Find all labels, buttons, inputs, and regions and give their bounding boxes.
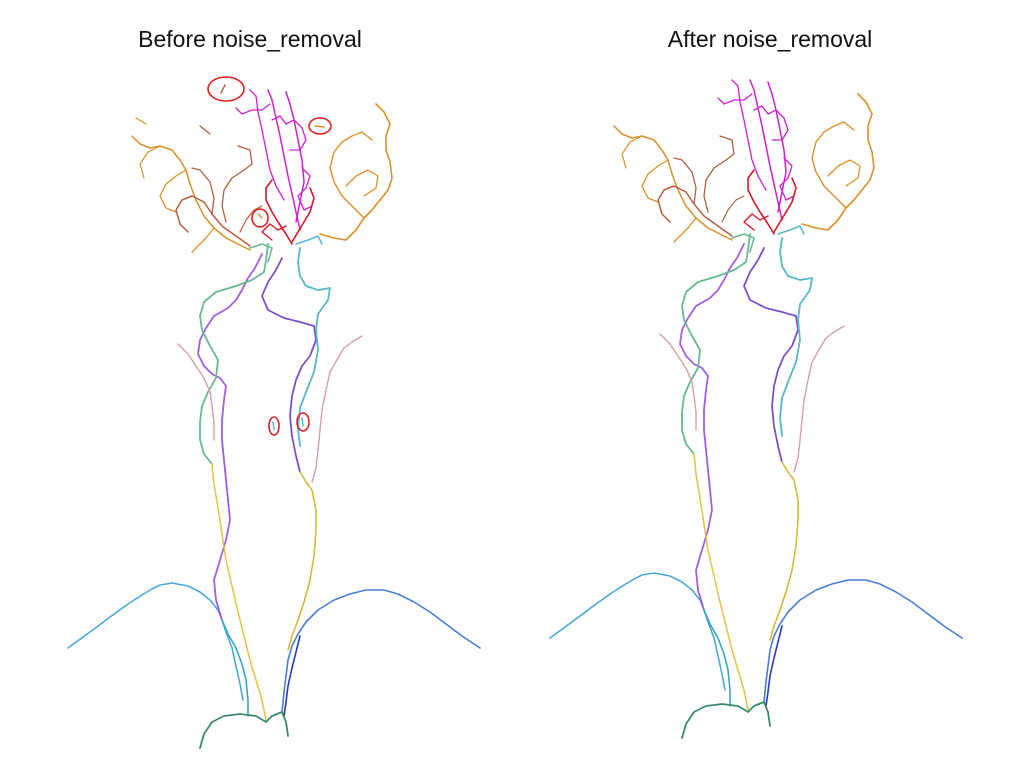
panel-title-after: After noise_removal: [667, 26, 873, 52]
panel-after: [549, 79, 963, 739]
vessel-tree-before: [67, 89, 481, 749]
panel-before: [67, 76, 481, 749]
noise-circles: [207, 76, 332, 436]
noise-circle-5: [296, 412, 310, 432]
panel-title-before: Before noise_removal: [138, 26, 362, 52]
noise-circle-2: [308, 117, 332, 135]
noise-circle-1: [207, 76, 245, 102]
vessel-tree-after: [549, 79, 963, 739]
noise-circle-4: [268, 416, 280, 436]
noise-circle-3: [251, 208, 269, 228]
